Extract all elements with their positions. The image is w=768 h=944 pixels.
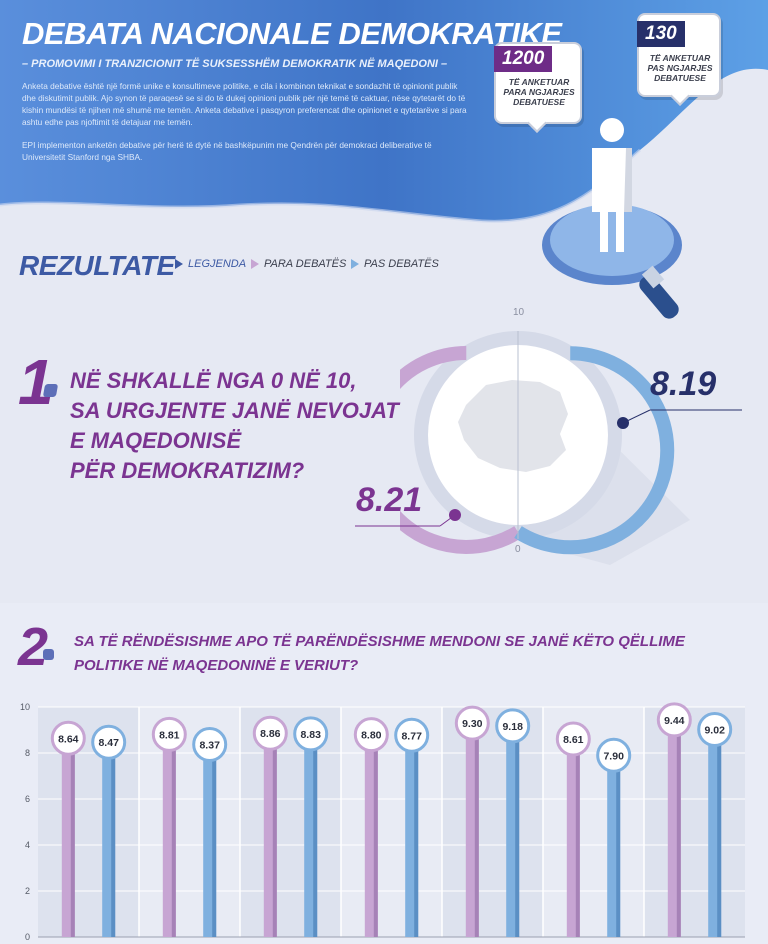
legend-pre: PARA DEBATËS bbox=[251, 258, 346, 270]
bar-shade bbox=[616, 755, 621, 937]
bar-value-label: 8.80 bbox=[361, 730, 382, 742]
bar-shade bbox=[414, 735, 419, 937]
legend-post: PAS DEBATËS bbox=[351, 258, 439, 270]
gauge-max-label: 10 bbox=[513, 307, 525, 318]
bar-value-bubble bbox=[656, 702, 692, 738]
intro-paragraph-1: Anketa debative është një formë unike e … bbox=[22, 81, 467, 127]
bar-value-bubble bbox=[91, 724, 127, 760]
bar-value-bubble bbox=[151, 716, 187, 752]
question-2-text: SA TË RËNDËSISHME APO TË PARËNDËSISHME M… bbox=[74, 633, 685, 674]
bar-shade bbox=[111, 742, 116, 937]
legend-label: LEGJENDA bbox=[175, 258, 246, 270]
bar-value-bubble bbox=[50, 720, 86, 756]
bar-value-label: 8.64 bbox=[58, 733, 79, 745]
bar-value-label: 8.86 bbox=[260, 728, 281, 740]
bar-shade bbox=[515, 725, 520, 937]
page-title: DEBATA NACIONALE DEMOKRATIKE bbox=[22, 16, 562, 51]
gauge-arc-pre bbox=[400, 345, 522, 554]
bar-shade bbox=[575, 738, 580, 937]
bar-shade bbox=[171, 734, 176, 937]
question-1-number: 1 bbox=[18, 346, 54, 418]
bar-value-label: 8.61 bbox=[563, 734, 584, 746]
group-background bbox=[240, 707, 341, 937]
bar-value-bubble bbox=[495, 708, 531, 744]
person-icon bbox=[592, 118, 632, 252]
bar-value-bubble bbox=[596, 737, 632, 773]
gauge-pre-value: 8.21 bbox=[356, 481, 423, 519]
group-background bbox=[644, 707, 745, 937]
legend-arrow-icon bbox=[175, 259, 183, 270]
bar-shade bbox=[717, 729, 722, 937]
respondents-pre-label: TË ANKETUAR PARA NGJARJES DEBATUESE bbox=[503, 77, 575, 107]
gauge-arc-post bbox=[514, 346, 675, 555]
bar-value-label: 8.77 bbox=[401, 730, 422, 742]
legend-pre-swatch-icon bbox=[251, 259, 259, 270]
bar-value-bubble bbox=[454, 705, 490, 741]
pre-marker bbox=[449, 509, 461, 521]
respondents-post-bubble: 130 TË ANKETUAR PAS NGJARJES DEBATUESE bbox=[637, 13, 721, 106]
bar-value-label: 8.37 bbox=[199, 739, 220, 751]
bar-value-bubble bbox=[353, 717, 389, 753]
post-marker bbox=[617, 417, 629, 429]
macedonia-map-icon bbox=[458, 380, 568, 472]
group-background bbox=[442, 707, 543, 937]
bar-value-bubble bbox=[252, 715, 288, 751]
y-tick-label: 4 bbox=[25, 840, 30, 850]
bar-shade bbox=[474, 723, 479, 937]
gauge-min-label: 0 bbox=[515, 544, 521, 555]
gauge-post-value: 8.19 bbox=[650, 365, 717, 403]
bar-value-bubble bbox=[293, 716, 329, 752]
respondents-post-count: 130 bbox=[637, 21, 685, 47]
bar-value-bubble bbox=[555, 721, 591, 757]
question-1-text: NË SHKALLË NGA 0 NË 10, SA URGJENTE JANË… bbox=[70, 368, 399, 483]
bar-value-label: 9.44 bbox=[664, 715, 685, 727]
bar-shade bbox=[212, 744, 217, 937]
y-tick-label: 0 bbox=[25, 932, 30, 942]
bar-value-bubble bbox=[394, 717, 430, 753]
bar-value-bubble bbox=[697, 712, 733, 748]
page-subtitle: – PROMOVIMI I TRANZICIONIT TË SUKSESSHËM… bbox=[22, 58, 448, 70]
bar-value-label: 9.30 bbox=[462, 718, 483, 730]
y-tick-label: 6 bbox=[25, 794, 30, 804]
bar-shade bbox=[676, 719, 681, 937]
bar-shade bbox=[70, 738, 75, 937]
respondents-post-label: TË ANKETUAR PAS NGJARJES DEBATUESE bbox=[647, 53, 713, 83]
bar-value-label: 8.81 bbox=[159, 729, 180, 741]
bar-chart: 0 2 4 6 8 10 8.64 8.81 8.86 8.80 9.30 8.61 9.44 8.47 8… bbox=[20, 702, 745, 942]
y-tick-label: 10 bbox=[20, 702, 30, 712]
y-tick-label: 8 bbox=[25, 748, 30, 758]
bar-shade bbox=[272, 733, 277, 937]
question-2-number: 2 bbox=[18, 617, 49, 677]
bar-shade bbox=[373, 734, 378, 937]
bar-value-label: 8.47 bbox=[98, 737, 119, 749]
legend-post-swatch-icon bbox=[351, 259, 359, 270]
bar-value-label: 9.02 bbox=[704, 725, 725, 737]
y-tick-label: 2 bbox=[25, 886, 30, 896]
bar-value-label: 9.18 bbox=[502, 721, 523, 733]
question-2-dot bbox=[43, 649, 54, 660]
intro-paragraph-2: EPI implementon anketën debative për her… bbox=[22, 140, 432, 162]
bar-value-label: 7.90 bbox=[603, 750, 624, 762]
respondents-pre-count: 1200 bbox=[494, 46, 553, 72]
bar-value-label: 8.83 bbox=[300, 729, 321, 741]
gauge-callouts bbox=[355, 409, 742, 527]
intro-text: Anketa debative është një formë unike e … bbox=[22, 80, 467, 174]
results-title: REZULTATE bbox=[19, 250, 175, 281]
bar-value-bubble bbox=[192, 726, 228, 762]
magnifier-illustration bbox=[542, 118, 682, 319]
bar-shade bbox=[313, 733, 318, 937]
gauge-chart bbox=[400, 331, 690, 565]
respondents-pre-bubble: 1200 TË ANKETUAR PARA NGJARJES DEBATUESE bbox=[494, 42, 582, 133]
